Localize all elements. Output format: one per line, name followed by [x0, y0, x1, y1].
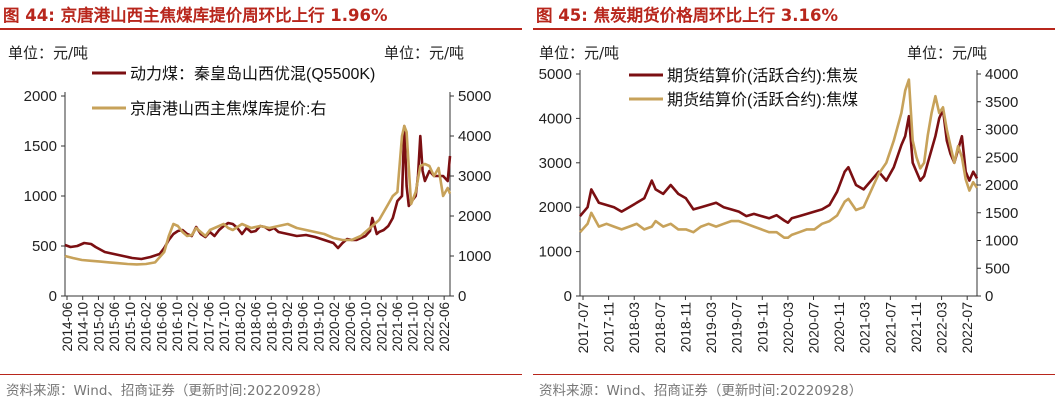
x-tick-label: 2020-10 — [359, 302, 374, 352]
y-tick-label-right: 3000 — [458, 168, 491, 185]
x-tick-label: 2020-03 — [780, 302, 796, 354]
y-tick-label-right: 2500 — [985, 149, 1018, 166]
unit-left: 单位：元/吨 — [8, 44, 89, 62]
x-tick-label: 2020-06 — [343, 302, 358, 352]
legend-label-1: 动力煤：秦皇岛山西优混(Q5500K) — [130, 65, 375, 83]
series-line-1 — [64, 124, 452, 261]
x-tick-label: 2015-06 — [107, 302, 122, 352]
y-tick-label-left: 500 — [32, 238, 57, 255]
x-tick-label: 2018-03 — [626, 302, 642, 354]
y-tick-label-right: 3000 — [985, 122, 1018, 139]
x-tick-label: 2014-10 — [76, 302, 91, 352]
x-tick-label: 2015-10 — [123, 302, 138, 352]
x-tick-label: 2018-02 — [233, 302, 248, 352]
y-tick-label-right: 500 — [985, 260, 1010, 277]
x-tick-label: 2019-07 — [729, 302, 745, 354]
x-tick-label: 2019-11 — [754, 302, 770, 353]
x-tick-label: 2019-06 — [296, 302, 311, 352]
y-tick-label-right: 4000 — [458, 128, 491, 145]
series-line-2 — [579, 78, 979, 239]
legend-label-1: 期货结算价(活跃合约):焦炭 — [667, 66, 858, 85]
x-tick-label: 2014-06 — [60, 302, 75, 352]
y-tick-label-left: 3000 — [539, 155, 572, 172]
x-tick-label: 2017-02 — [186, 302, 201, 352]
x-tick-label: 2020-11 — [831, 302, 847, 353]
y-tick-label-left: 1000 — [539, 244, 572, 261]
y-tick-label-left: 1500 — [24, 138, 57, 155]
y-tick-label-right: 1500 — [985, 205, 1018, 222]
y-tick-label-left: 0 — [564, 288, 572, 305]
x-tick-label: 2021-10 — [406, 302, 421, 352]
x-tick-label: 2016-02 — [139, 302, 154, 352]
source-rule — [0, 374, 522, 375]
y-tick-label-left: 5000 — [539, 66, 572, 83]
y-tick-label-right: 2000 — [458, 208, 491, 225]
x-tick-label: 2021-11 — [908, 302, 924, 353]
x-tick-label: 2018-10 — [264, 302, 279, 352]
y-tick-label-right: 2000 — [985, 177, 1018, 194]
y-tick-label-left: 2000 — [24, 88, 57, 105]
chart-svg: 0 1000 2000 3000 4000 5000 0 500 1000 1500 2000 250… — [539, 66, 1019, 354]
source-note: 资料来源：Wind、招商证券（更新时间:20220928） — [539, 383, 863, 399]
chart-panel-44: 图 44: 京唐港山西主焦煤库提价周环比上行 1.96% 单位：元/吨 单位：元… — [0, 0, 522, 405]
title-rule — [0, 28, 522, 30]
y-tick-label-left: 2000 — [539, 199, 572, 216]
series-line-1 — [579, 108, 979, 224]
x-tick-label: 2018-06 — [249, 302, 264, 352]
y-tick-label-right: 0 — [985, 288, 993, 305]
chart-title: 图 45: 焦炭期货价格周环比上行 3.16% — [536, 6, 839, 25]
x-tick-label: 2016-06 — [154, 302, 169, 352]
legend-label-2: 期货结算价(活跃合约):焦煤 — [667, 90, 858, 109]
y-tick-label-right: 4000 — [985, 66, 1018, 83]
x-tick-label: 2017-10 — [217, 302, 232, 352]
y-tick-label-left: 1000 — [24, 188, 57, 205]
x-tick-label: 2019-02 — [280, 302, 295, 352]
chart-title: 图 44: 京唐港山西主焦煤库提价周环比上行 1.96% — [3, 6, 388, 25]
unit-right: 单位：元/吨 — [907, 44, 988, 62]
x-tick-label: 2021-03 — [857, 302, 873, 354]
y-tick-label-right: 1000 — [458, 248, 491, 265]
source-note: 资料来源：Wind、招商证券（更新时间:20220928） — [6, 383, 330, 399]
x-tick-label: 2018-07 — [652, 302, 668, 354]
x-tick-label: 2022-07 — [959, 302, 975, 354]
source-rule — [533, 374, 1055, 375]
y-tick-label-left: 4000 — [539, 110, 572, 127]
x-tick-label: 2017-07 — [575, 302, 591, 354]
y-tick-label-right: 5000 — [458, 88, 491, 105]
x-tick-label: 2022-06 — [437, 302, 452, 352]
y-tick-label-left: 0 — [49, 288, 57, 305]
series-line-2 — [64, 124, 452, 266]
x-tick-label: 2017-11 — [601, 302, 617, 353]
title-rule — [533, 28, 1055, 30]
x-tick-label: 2021-02 — [374, 302, 389, 352]
x-tick-label: 2020-07 — [806, 302, 822, 354]
x-tick-label: 2019-03 — [703, 302, 719, 354]
chart-svg: 0 500 1000 1500 2000 0 1000 2000 3000 4000 5000 201… — [24, 65, 492, 352]
x-tick-label: 2018-11 — [677, 302, 693, 353]
unit-left: 单位：元/吨 — [539, 44, 620, 62]
unit-right: 单位：元/吨 — [384, 44, 465, 62]
x-tick-label: 2019-10 — [311, 302, 326, 352]
x-tick-label: 2022-03 — [934, 302, 950, 354]
x-tick-label: 2016-10 — [170, 302, 185, 352]
x-tick-label: 2017-06 — [201, 302, 216, 352]
x-tick-label: 2021-07 — [882, 302, 898, 354]
chart-panel-45: 图 45: 焦炭期货价格周环比上行 3.16% 单位：元/吨 单位：元/吨 0 1… — [533, 0, 1055, 405]
legend-label-2: 京唐港山西主焦煤库提价:右 — [130, 100, 326, 118]
y-tick-label-right: 1000 — [985, 233, 1018, 250]
x-tick-label: 2015-02 — [91, 302, 106, 352]
x-tick-label: 2020-02 — [327, 302, 342, 352]
y-tick-label-right: 0 — [458, 288, 466, 305]
x-tick-label: 2022-02 — [421, 302, 436, 352]
y-tick-label-right: 3500 — [985, 94, 1018, 111]
x-tick-label: 2021-06 — [390, 302, 405, 352]
